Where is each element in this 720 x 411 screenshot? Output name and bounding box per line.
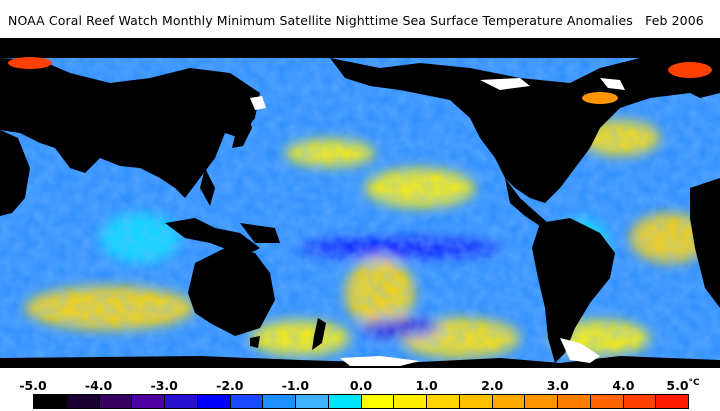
map-date: Feb 2006 bbox=[645, 13, 704, 28]
colorbar-swatch bbox=[525, 395, 558, 408]
central-america bbox=[505, 178, 548, 226]
colorbar-swatch bbox=[165, 395, 198, 408]
south-america bbox=[532, 218, 615, 363]
colorbar-unit: °C bbox=[688, 378, 700, 388]
world-map bbox=[0, 38, 720, 368]
colorbar-tick-label: 3.0 bbox=[546, 378, 569, 393]
colorbar-tick-label: -2.0 bbox=[216, 378, 244, 393]
colorbar-swatch bbox=[34, 395, 67, 408]
colorbar-swatch bbox=[558, 395, 591, 408]
colorbar-tick-label: -5.0 bbox=[19, 378, 47, 393]
asia-landmass bbox=[0, 58, 260, 198]
africa-west-edge bbox=[690, 178, 720, 308]
colorbar-swatch bbox=[394, 395, 427, 408]
colorbar-swatch bbox=[230, 395, 264, 408]
colorbar-tick-label: -3.0 bbox=[150, 378, 178, 393]
colorbar-tick-label: 0.0 bbox=[349, 378, 373, 393]
colorbar-tick-label: 5.0°C bbox=[666, 378, 700, 394]
colorbar-swatch bbox=[492, 395, 526, 408]
indonesia bbox=[165, 218, 260, 256]
colorbar-swatch bbox=[590, 395, 624, 408]
colorbar-swatch bbox=[132, 395, 165, 408]
north-america bbox=[330, 58, 720, 203]
colorbar bbox=[33, 394, 689, 409]
colorbar-swatch bbox=[99, 395, 133, 408]
colorbar-swatch bbox=[427, 395, 460, 408]
colorbar-tick-label: -4.0 bbox=[84, 378, 113, 393]
colorbar-swatch bbox=[656, 395, 688, 408]
colorbar-swatch bbox=[328, 395, 362, 408]
sst-anomaly-map bbox=[0, 38, 720, 368]
australia bbox=[188, 248, 275, 336]
japan bbox=[232, 113, 252, 148]
colorbar-labels: -5.0 -4.0 -3.0 -2.0 -1.0 0.0 1.0 2.0 3.0 4.0 5.0°C bbox=[0, 378, 720, 394]
sea-ice bbox=[250, 78, 625, 366]
colorbar-swatch bbox=[66, 395, 100, 408]
colorbar-swatch bbox=[197, 395, 231, 408]
new-zealand bbox=[312, 318, 326, 350]
colorbar-tick-label: 4.0 bbox=[612, 378, 635, 393]
africa-east-edge bbox=[0, 130, 30, 216]
colorbar-swatch bbox=[459, 395, 493, 408]
new-guinea bbox=[240, 223, 280, 243]
colorbar-tick-label: 2.0 bbox=[481, 378, 504, 393]
colorbar-tick-label: -1.0 bbox=[281, 378, 310, 393]
colorbar-swatch bbox=[263, 395, 296, 408]
tasmania bbox=[250, 336, 260, 348]
colorbar-tick-label: 1.0 bbox=[415, 378, 438, 393]
map-title: NOAA Coral Reef Watch Monthly Minimum Sa… bbox=[8, 13, 704, 28]
land bbox=[0, 38, 720, 368]
colorbar-swatch bbox=[296, 395, 329, 408]
colorbar-swatch bbox=[623, 395, 657, 408]
hotspots bbox=[8, 57, 712, 104]
colorbar-swatch bbox=[361, 395, 395, 408]
philippines bbox=[200, 168, 215, 206]
